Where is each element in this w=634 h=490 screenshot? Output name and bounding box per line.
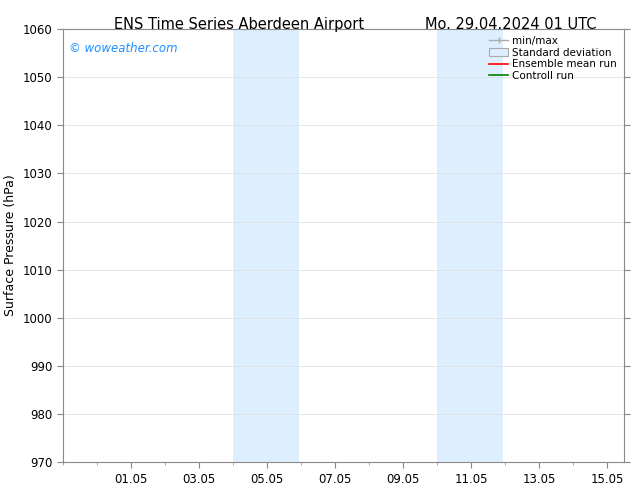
Text: © woweather.com: © woweather.com [68,42,177,55]
Y-axis label: Surface Pressure (hPa): Surface Pressure (hPa) [4,175,17,317]
Legend: min/max, Standard deviation, Ensemble mean run, Controll run: min/max, Standard deviation, Ensemble me… [488,34,619,83]
Bar [233,29,266,463]
Bar [469,29,503,463]
Bar [437,29,469,463]
Text: Mo. 29.04.2024 01 UTC: Mo. 29.04.2024 01 UTC [425,17,597,32]
Bar [266,29,299,463]
Text: ENS Time Series Aberdeen Airport: ENS Time Series Aberdeen Airport [114,17,365,32]
